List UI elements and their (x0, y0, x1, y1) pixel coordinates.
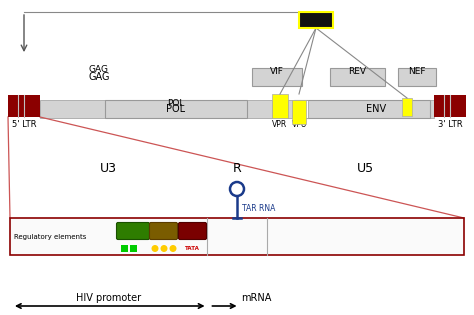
Text: SP1: SP1 (157, 228, 170, 233)
Bar (330, 68, 385, 86)
Bar (40, 100, 434, 118)
Text: VPU: VPU (292, 120, 308, 129)
Bar (434, 95, 466, 117)
Text: POL: POL (167, 99, 185, 108)
Text: mRNA: mRNA (241, 293, 272, 303)
Bar (292, 100, 306, 124)
Text: VPR: VPR (273, 120, 288, 129)
Bar (292, 100, 308, 118)
Bar (252, 68, 302, 86)
FancyBboxPatch shape (149, 222, 177, 239)
Text: 5' LTR: 5' LTR (12, 120, 36, 129)
Text: TAT: TAT (305, 15, 327, 25)
Bar (10, 218, 464, 255)
Text: ENV: ENV (365, 104, 386, 114)
Bar (8, 95, 40, 117)
Bar (272, 100, 288, 118)
FancyBboxPatch shape (179, 222, 207, 239)
Text: TAR RNA: TAR RNA (242, 204, 275, 213)
Circle shape (152, 245, 158, 252)
Text: Regulatory elements: Regulatory elements (14, 233, 86, 239)
Text: 3' LTR: 3' LTR (438, 120, 462, 129)
Bar (402, 98, 412, 116)
Text: POL: POL (166, 104, 185, 114)
Text: NEF: NEF (408, 67, 426, 76)
Text: TBP: TBP (186, 228, 199, 233)
Text: REV: REV (348, 67, 366, 76)
Text: GAG: GAG (88, 72, 110, 82)
Circle shape (170, 245, 176, 252)
Bar (272, 94, 288, 118)
Text: VIF: VIF (270, 67, 284, 76)
Bar (121, 245, 128, 252)
Bar (105, 100, 247, 118)
Circle shape (161, 245, 167, 252)
Bar (294, 100, 430, 118)
Text: TATA: TATA (185, 246, 200, 251)
FancyBboxPatch shape (117, 222, 149, 239)
Text: NF-κB: NF-κB (122, 228, 144, 233)
Text: GAG: GAG (89, 65, 109, 74)
Bar (130, 245, 137, 252)
Bar (299, 12, 333, 28)
Text: U5: U5 (357, 162, 374, 175)
Text: R: R (233, 162, 241, 175)
Text: HIV promoter: HIV promoter (76, 293, 141, 303)
Bar (398, 68, 436, 86)
Text: U3: U3 (100, 162, 117, 175)
